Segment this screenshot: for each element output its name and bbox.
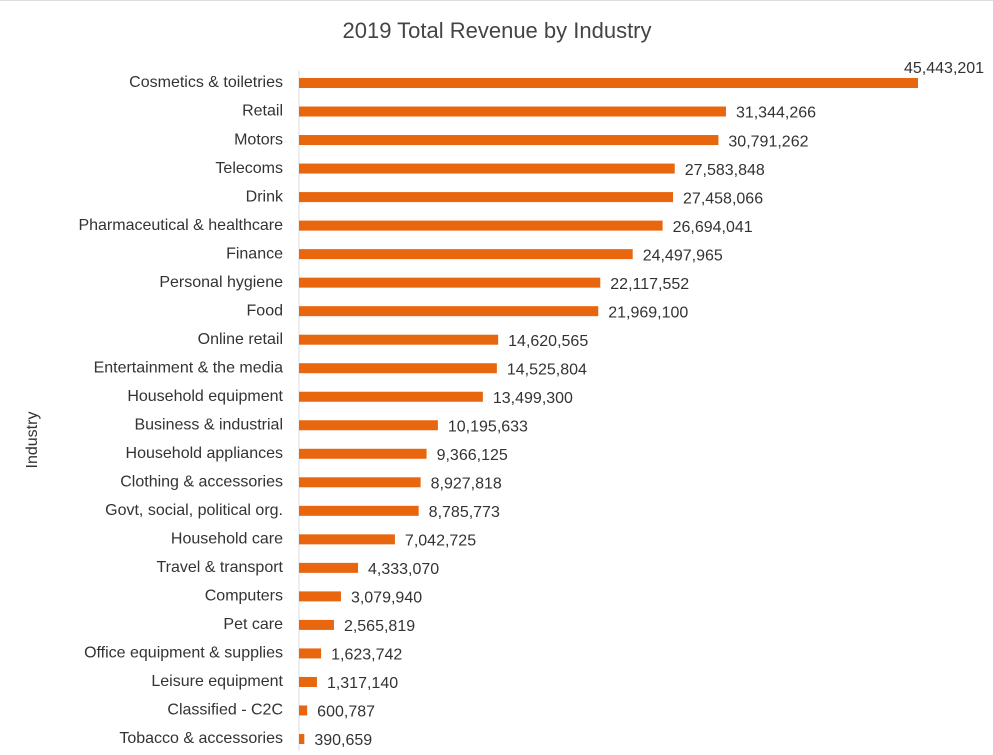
bar [299,277,601,288]
value-label: 8,785,773 [429,504,500,521]
category-label: Pharmaceutical & healthcare [78,217,283,234]
bar [299,705,308,716]
value-label: 13,499,300 [493,390,573,407]
value-label: 600,787 [317,704,375,721]
value-label: 27,458,066 [683,190,763,207]
category-label: Leisure equipment [151,673,283,690]
category-label: Business & industrial [134,416,283,433]
bar [299,192,674,203]
value-label: 1,317,140 [327,675,398,692]
bar [299,648,322,659]
bar [299,734,305,744]
category-label: Food [247,302,283,319]
category-label: Motors [234,131,283,148]
chart-title: 2019 Total Revenue by Industry [342,18,651,43]
category-label: Drink [246,188,284,205]
bar [299,448,427,459]
bar [299,249,633,260]
bar [299,477,421,488]
category-label: Travel & transport [156,559,283,576]
value-label: 4,333,070 [368,561,439,578]
value-label: 30,791,262 [728,133,808,150]
value-label: 45,443,201 [904,60,984,77]
value-label: 24,497,965 [643,247,723,264]
value-label: 390,659 [314,732,372,749]
bar [299,591,341,602]
category-label: Household care [171,531,283,548]
category-label: Govt, social, political org. [105,502,283,519]
value-label: 8,927,818 [431,476,502,493]
bar [299,676,317,687]
bar [299,562,359,573]
category-label: Household equipment [127,388,283,405]
bar [299,363,497,374]
value-label: 2,565,819 [344,618,415,635]
category-label: Personal hygiene [159,274,283,291]
category-label: Clothing & accessories [120,474,283,491]
value-label: 21,969,100 [608,304,688,321]
category-label: Online retail [198,331,283,348]
value-label: 27,583,848 [685,162,765,179]
value-label: 10,195,633 [448,418,528,435]
bar [299,420,438,431]
category-label: Classified - C2C [167,702,283,719]
bar [299,163,675,174]
y-axis-title: Industry [24,412,41,469]
bar [299,306,599,317]
value-label: 1,623,742 [331,647,402,664]
category-label: Entertainment & the media [94,359,284,376]
value-label: 14,525,804 [507,361,587,378]
bar [299,619,334,630]
value-label: 3,079,940 [351,590,422,607]
bar [299,505,419,516]
category-label: Office equipment & supplies [84,645,283,662]
bar [299,391,483,402]
category-label: Retail [242,103,283,120]
value-label: 22,117,552 [610,276,689,293]
bar [299,334,499,345]
category-label: Tobacco & accessories [119,730,283,747]
value-label: 9,366,125 [437,447,508,464]
bar [299,135,719,146]
category-label: Household appliances [126,445,283,462]
category-label: Finance [226,245,283,262]
bar [299,220,663,231]
bar [299,78,918,88]
value-label: 31,344,266 [736,105,816,122]
value-label: 26,694,041 [673,219,753,236]
value-label: 14,620,565 [508,333,588,350]
category-label: Cosmetics & toiletries [129,74,283,91]
bar [299,534,395,545]
category-label: Telecoms [215,160,283,177]
category-label: Pet care [223,616,283,633]
category-label: Computers [205,588,283,605]
bar [299,106,726,117]
value-label: 7,042,725 [405,533,476,550]
